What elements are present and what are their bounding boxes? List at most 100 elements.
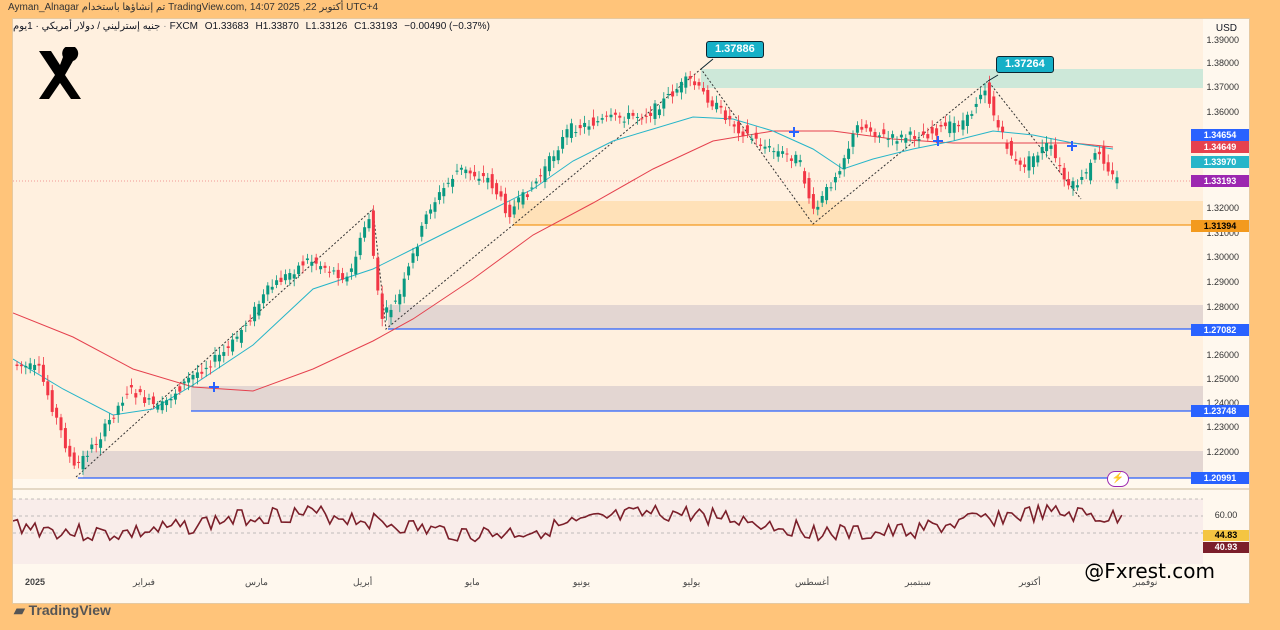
candle-body	[869, 127, 873, 132]
candle-body	[1018, 160, 1022, 165]
candle-body	[116, 405, 120, 415]
candle-body	[261, 294, 265, 304]
candle-body	[213, 354, 217, 362]
candle-body	[187, 377, 191, 383]
candle-body	[138, 389, 142, 393]
lightning-icon[interactable]: ⚡	[1107, 471, 1129, 487]
candle-body	[987, 82, 991, 104]
tradingview-logo[interactable]: ▰ TradingView	[14, 602, 111, 618]
month-label: مايو	[465, 577, 480, 587]
candle-body	[200, 371, 204, 374]
candle-body	[354, 256, 358, 275]
candle-body	[688, 76, 692, 79]
candle-body	[992, 96, 996, 116]
candle-body	[341, 273, 345, 280]
candle-body	[503, 193, 507, 214]
candle-body	[305, 258, 309, 261]
candle-body	[19, 364, 23, 367]
candle-body	[798, 160, 802, 163]
candle-body	[996, 120, 1000, 128]
candle-body	[864, 124, 868, 129]
candle-body	[495, 183, 499, 195]
candle-body	[1005, 142, 1009, 149]
candle-body	[433, 202, 437, 212]
candle-body	[314, 257, 318, 264]
candle-body	[675, 89, 679, 93]
candle-body	[46, 381, 50, 396]
candle-body	[1071, 181, 1075, 189]
candle-body	[701, 87, 705, 92]
candle-body	[169, 398, 173, 401]
candle-body	[226, 346, 230, 348]
candle-body	[486, 177, 490, 183]
candle-body	[1053, 144, 1057, 159]
candle-body	[77, 461, 81, 463]
brand-x-logo	[35, 45, 85, 108]
background-gradient	[13, 19, 1203, 479]
candle-body	[886, 138, 890, 140]
candle-body	[204, 367, 208, 370]
price-tag-120991: 1.20991	[1191, 472, 1249, 484]
month-label: يوليو	[683, 577, 701, 587]
candle-body	[939, 124, 943, 127]
candle-body	[825, 187, 829, 201]
candle-body	[1045, 143, 1049, 152]
candle-body	[455, 170, 459, 172]
candle-body	[684, 76, 688, 88]
candle-body	[622, 121, 626, 123]
candle-body	[112, 417, 116, 419]
candle-body	[913, 135, 917, 139]
price-chart[interactable]	[13, 19, 1250, 604]
candle-body	[473, 171, 477, 177]
candle-body	[55, 407, 59, 418]
candle-body	[979, 94, 983, 100]
candle-body	[574, 132, 578, 134]
candle-body	[1102, 146, 1106, 164]
candle-body	[1027, 156, 1031, 171]
candle-body	[490, 174, 494, 189]
candle-body	[965, 114, 969, 126]
candle-body	[156, 404, 160, 410]
candle-body	[653, 103, 657, 119]
candle-body	[310, 261, 314, 266]
candle-body	[1080, 177, 1084, 180]
chart-frame[interactable]: جنيه إسترليني / دولار أمريكي · 1يوم · FXCM…	[12, 18, 1250, 604]
candle-body	[239, 329, 243, 343]
candle-body	[398, 294, 402, 305]
candle-body	[697, 82, 701, 86]
candle-body	[750, 138, 754, 140]
candle-body	[737, 121, 741, 134]
candle-body	[107, 419, 111, 425]
support-zone-2	[388, 305, 1203, 329]
price-tick: 1.32000	[1206, 203, 1239, 213]
candle-body	[103, 423, 107, 437]
candle-body	[244, 324, 248, 326]
candle-body	[763, 146, 767, 149]
price-tag-ema-slow: 1.34649	[1191, 141, 1249, 153]
candle-body	[235, 336, 239, 339]
candle-body	[481, 173, 485, 177]
candle-body	[1093, 153, 1097, 160]
candle-body	[723, 110, 727, 121]
candle-body	[160, 401, 164, 411]
candle-body	[15, 364, 19, 367]
candle-body	[1036, 155, 1040, 163]
candle-body	[728, 115, 732, 120]
candle-body	[253, 306, 257, 322]
candle-body	[543, 166, 547, 182]
candle-body	[209, 366, 213, 368]
candle-body	[833, 177, 837, 183]
candle-body	[811, 194, 815, 209]
candle-body	[28, 363, 32, 370]
price-tick: 1.30000	[1206, 252, 1239, 262]
candle-body	[33, 364, 37, 371]
candle-body	[873, 132, 877, 137]
candle-body	[442, 188, 446, 197]
price-tag-123748: 1.23748	[1191, 405, 1249, 417]
candle-body	[644, 115, 648, 117]
candle-body	[248, 320, 252, 322]
candle-body	[860, 126, 864, 130]
candle-body	[129, 385, 133, 388]
candle-body	[785, 153, 789, 155]
candle-body	[1111, 170, 1115, 175]
